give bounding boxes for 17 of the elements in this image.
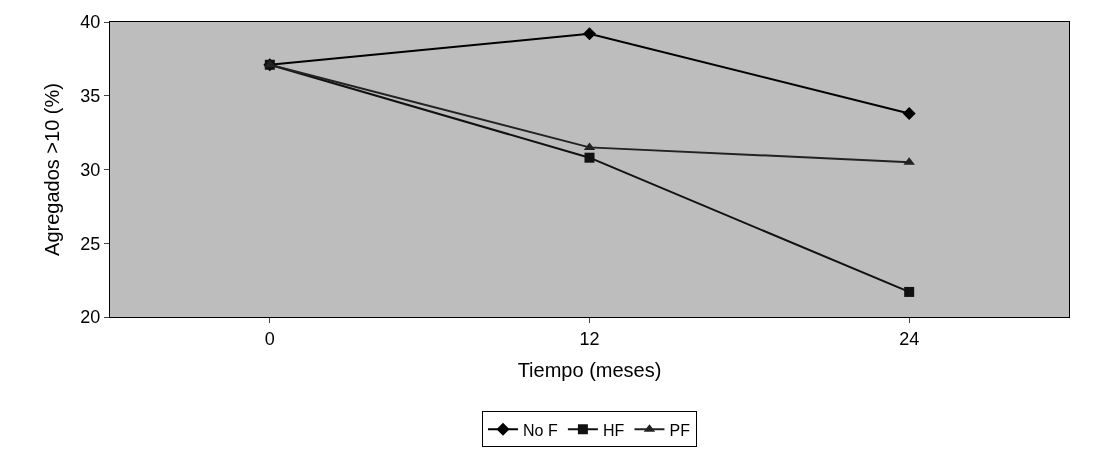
- legend-label: PF: [669, 421, 691, 439]
- legend-label: HF: [602, 421, 625, 439]
- legend-label: No F: [523, 421, 558, 439]
- x-tick-label: 0: [264, 328, 275, 349]
- y-tick-label: 20: [80, 307, 101, 328]
- point: [583, 27, 596, 41]
- point: [584, 152, 595, 163]
- x-tick-label: 12: [579, 328, 600, 349]
- point: [904, 286, 915, 297]
- y-tick-label: 25: [80, 233, 101, 254]
- y-tick-label: 35: [80, 86, 101, 107]
- y-tick-label: 40: [80, 12, 101, 33]
- y-tick-label: 30: [80, 159, 101, 180]
- x-axis-title: Tiempo (meses): [517, 359, 662, 382]
- x-tick-label: 24: [899, 328, 920, 349]
- y-axis-title: Agregados >10 (%): [40, 83, 63, 256]
- point: [902, 106, 916, 120]
